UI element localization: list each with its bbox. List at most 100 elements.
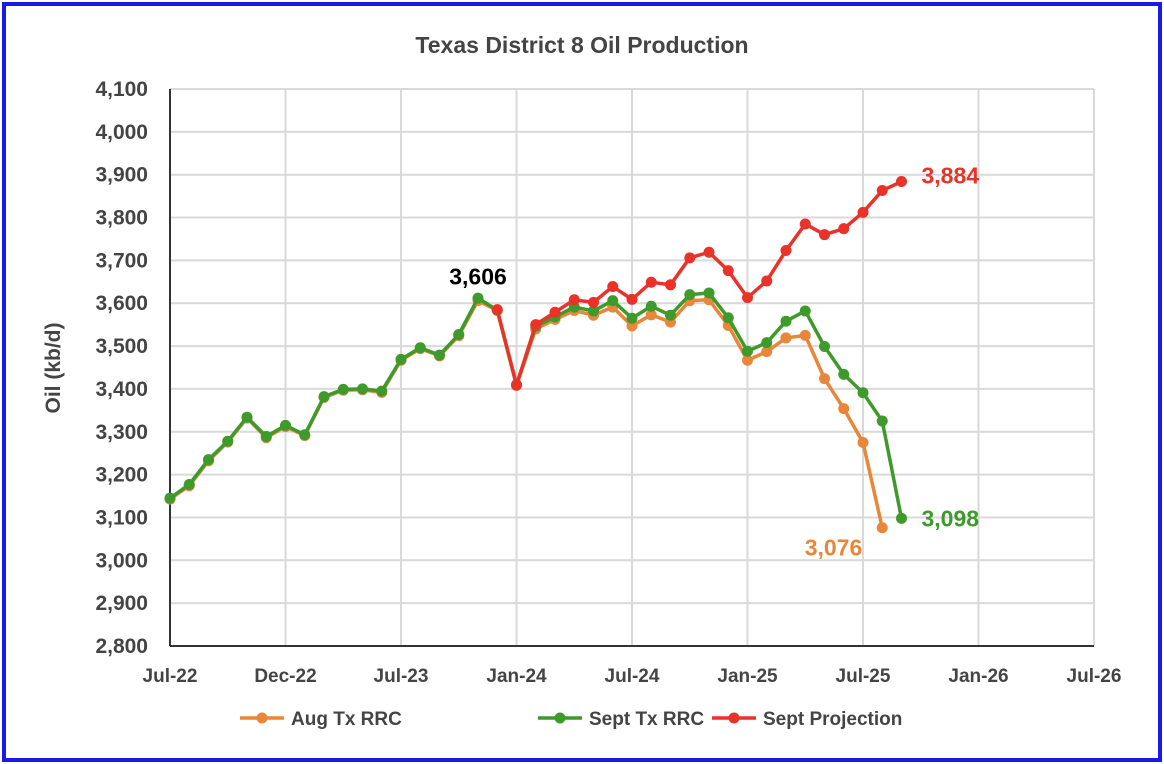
legend-label: Sept Projection: [763, 709, 902, 730]
x-tick-label: Jul-24: [605, 666, 660, 687]
data-point: [876, 415, 888, 427]
data-point: [780, 332, 792, 344]
data-point: [761, 275, 773, 287]
data-point: [799, 329, 811, 341]
legend-label: Aug Tx RRC: [291, 709, 402, 730]
data-point: [607, 295, 619, 307]
y-tick-label: 3,900: [95, 164, 148, 187]
data-point: [568, 294, 580, 306]
x-tick-label: Jan-25: [717, 666, 778, 687]
data-point: [280, 419, 291, 431]
data-point: [376, 385, 388, 397]
data-point: [588, 305, 599, 317]
y-axis-title: Oil (kb/d): [42, 323, 65, 414]
y-tick-label: 3,100: [95, 506, 148, 529]
x-tick-label: Jul-22: [143, 666, 198, 687]
series-line-2: [495, 179, 903, 387]
x-tick-label: Jul-23: [374, 666, 429, 687]
data-point: [876, 522, 888, 534]
data-point: [838, 368, 850, 380]
y-tick-label: 3,200: [95, 464, 148, 487]
data-point: [626, 312, 638, 324]
data-point: [607, 281, 619, 293]
data-point: [780, 315, 792, 327]
data-point: [357, 383, 368, 395]
data-point: [626, 293, 638, 305]
data-point: [684, 289, 696, 301]
data-point: [260, 430, 272, 442]
data-label: 3,076: [805, 535, 863, 561]
data-point: [183, 478, 195, 490]
data-point: [722, 265, 734, 277]
data-point: [838, 403, 850, 415]
data-point: [241, 411, 253, 423]
data-point: [472, 292, 484, 304]
data-point: [434, 349, 445, 361]
data-point: [742, 292, 753, 304]
data-point: [722, 312, 734, 324]
data-point: [665, 279, 676, 291]
y-tick-label: 3,500: [95, 335, 148, 358]
data-point: [684, 252, 696, 264]
data-label: 3,098: [922, 505, 980, 531]
data-point: [799, 218, 811, 230]
data-point: [703, 287, 715, 299]
y-tick-label: 4,000: [95, 121, 148, 144]
y-tick-label: 3,300: [95, 421, 148, 444]
data-point: [626, 320, 638, 332]
data-point: [549, 306, 561, 318]
data-point: [203, 454, 214, 466]
data-point: [645, 300, 657, 312]
y-tick-label: 2,900: [95, 592, 148, 615]
data-point: [491, 304, 503, 316]
x-tick-label: Jan-24: [486, 666, 547, 687]
data-point: [511, 379, 522, 391]
y-tick-label: 3,800: [95, 207, 148, 230]
y-tick-label: 3,700: [95, 249, 148, 272]
legend-swatch-marker: [728, 712, 740, 724]
data-point: [761, 346, 773, 358]
data-point: [665, 309, 676, 321]
data-point: [395, 353, 407, 365]
data-point: [857, 387, 869, 399]
data-point: [896, 512, 907, 524]
legend-swatch-marker: [256, 712, 268, 724]
data-point: [414, 342, 426, 354]
data-point: [838, 223, 850, 235]
legend-label: Sept Tx RRC: [589, 709, 704, 730]
y-tick-label: 3,600: [95, 292, 148, 315]
data-point: [819, 229, 830, 241]
data-point: [876, 185, 888, 197]
data-point: [742, 354, 753, 366]
data-point: [761, 337, 773, 349]
data-point: [799, 305, 811, 317]
y-tick-label: 3,000: [95, 549, 148, 572]
data-point: [819, 341, 830, 353]
data-label: 3,606: [449, 264, 507, 290]
chart-title: Texas District 8 Oil Production: [415, 32, 748, 58]
data-point: [453, 329, 465, 341]
y-tick-label: 4,100: [95, 78, 148, 101]
data-point: [645, 276, 657, 288]
y-tick-label: 2,800: [95, 635, 148, 658]
data-point: [530, 319, 542, 331]
x-tick-label: Jan-26: [948, 666, 1008, 687]
data-label: 3,884: [922, 163, 980, 189]
x-tick-label: Dec-22: [254, 666, 316, 687]
data-point: [742, 345, 753, 357]
x-tick-label: Jul-26: [1067, 666, 1122, 687]
data-point: [780, 245, 792, 257]
data-point: [337, 383, 349, 395]
data-point: [222, 435, 234, 447]
data-point: [819, 373, 830, 385]
data-point: [164, 492, 176, 504]
y-tick-label: 3,400: [95, 378, 148, 401]
data-point: [318, 391, 330, 403]
x-tick-label: Jul-25: [836, 666, 891, 687]
data-point: [703, 246, 715, 258]
data-point: [299, 429, 311, 441]
data-point: [857, 436, 869, 448]
legend-swatch-marker: [554, 712, 566, 724]
